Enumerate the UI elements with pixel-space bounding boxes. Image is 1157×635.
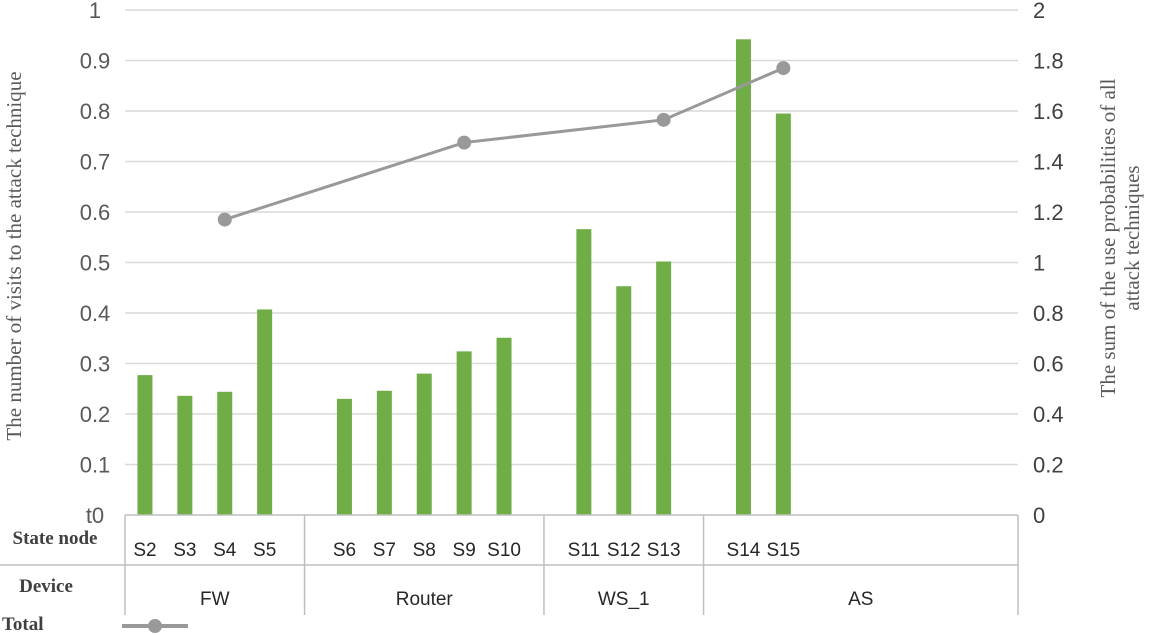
y-right-tick-label: 1.6 (1033, 99, 1064, 124)
category-label: S4 (213, 540, 237, 561)
y-left-tick-label: 0.6 (80, 200, 111, 225)
y-right-tick-label: 1.4 (1033, 150, 1064, 175)
y-left-axis-title: The number of visits to the attack techn… (2, 71, 26, 440)
category-label: S15 (766, 540, 800, 561)
group-label: Router (396, 589, 454, 610)
bar-s9 (456, 351, 472, 515)
bar-s10 (496, 337, 512, 515)
bar-s11 (576, 229, 592, 516)
y-left-tick-label: 0.4 (80, 301, 111, 326)
y-right-tick-label: 0.2 (1033, 453, 1064, 478)
y-left-tick-label: 0.5 (80, 251, 111, 276)
bar-s14 (735, 39, 751, 515)
y-left-tick-label: 0.7 (80, 150, 111, 175)
bar-s12 (616, 286, 632, 515)
y-right-tick-label: 1.8 (1033, 49, 1064, 74)
category-label: S8 (413, 540, 436, 561)
y-right-tick-label: 1 (1033, 251, 1045, 276)
category-label: S6 (333, 540, 356, 561)
y-right-tick-label: 0 (1033, 503, 1045, 528)
category-label: S9 (453, 540, 476, 561)
group-label: AS (848, 589, 873, 610)
y-right-tick-label: 2 (1033, 0, 1045, 23)
bar-s5 (257, 309, 273, 515)
y-left-tick-label: t0 (86, 503, 104, 528)
group-label: WS_1 (598, 589, 650, 610)
bar-s2 (137, 375, 153, 515)
y-right-axis-title: The sum of the use probabilities of alla… (1096, 78, 1144, 397)
y-left-tick-label: 0.1 (80, 453, 111, 478)
bar-s15 (775, 113, 791, 516)
category-label: S12 (607, 540, 641, 561)
category-label: S11 (568, 540, 600, 561)
y-left-tick-label: 0.9 (80, 49, 111, 74)
category-label: S10 (487, 540, 521, 561)
category-label: S3 (173, 540, 196, 561)
bar-s3 (177, 395, 193, 515)
category-label: S7 (373, 540, 396, 561)
y-left-tick-label: 1 (89, 0, 101, 23)
legend-marker-symbol (148, 619, 162, 633)
y-right-tick-label: 0.4 (1033, 402, 1064, 427)
y-right-tick-label: 0.8 (1033, 301, 1064, 326)
y-left-tick-label: 0.3 (80, 352, 111, 377)
bar-s13 (656, 261, 672, 515)
category-label: S2 (133, 540, 156, 561)
bar-s7 (376, 390, 392, 515)
bar-s8 (416, 373, 432, 515)
total-point (217, 212, 232, 227)
category-label: S5 (253, 540, 276, 561)
row-label-state-node: State node (13, 528, 98, 549)
y-right-axis-title-line: attack techniques (1120, 165, 1144, 310)
legend-label: Total (2, 614, 44, 635)
y-left-tick-label: 0.8 (80, 99, 111, 124)
category-label: S14 (727, 540, 761, 561)
y-right-axis-title-line: The sum of the use probabilities of all (1096, 78, 1120, 397)
total-line (224, 66, 784, 222)
category-label: S13 (647, 540, 681, 561)
bar-s6 (336, 398, 352, 515)
total-point (776, 61, 791, 76)
total-point (457, 135, 472, 150)
bar-s4 (217, 391, 233, 515)
y-right-tick-label: 1.2 (1033, 200, 1064, 225)
y-left-tick-label: 0.2 (80, 402, 111, 427)
row-label-device: Device (19, 576, 73, 597)
total-point (656, 112, 671, 127)
y-right-tick-label: 0.6 (1033, 352, 1064, 377)
group-label: FW (200, 589, 230, 610)
